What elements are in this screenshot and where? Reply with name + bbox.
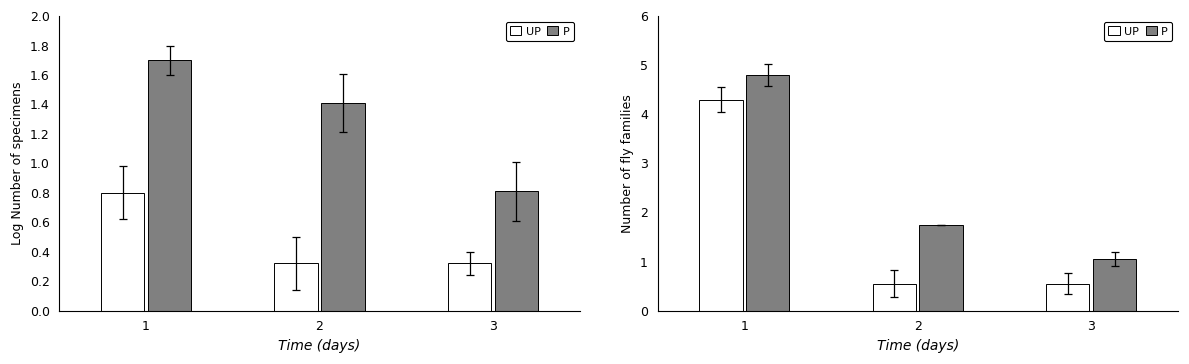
Bar xyxy=(1046,284,1089,310)
Bar xyxy=(1093,259,1137,310)
Bar xyxy=(699,99,743,310)
Bar xyxy=(495,191,539,310)
X-axis label: Time (days): Time (days) xyxy=(876,339,958,353)
Bar xyxy=(321,103,365,310)
Bar xyxy=(919,225,963,310)
Bar xyxy=(275,264,317,310)
X-axis label: Time (days): Time (days) xyxy=(278,339,360,353)
Bar xyxy=(448,264,491,310)
Bar xyxy=(101,193,144,310)
Legend: UP, P: UP, P xyxy=(1105,22,1172,41)
Bar xyxy=(746,75,789,310)
Y-axis label: Log Number of specimens: Log Number of specimens xyxy=(11,82,24,245)
Bar xyxy=(147,60,191,310)
Bar xyxy=(873,284,916,310)
Legend: UP, P: UP, P xyxy=(505,22,574,41)
Y-axis label: Number of fly families: Number of fly families xyxy=(622,94,635,233)
